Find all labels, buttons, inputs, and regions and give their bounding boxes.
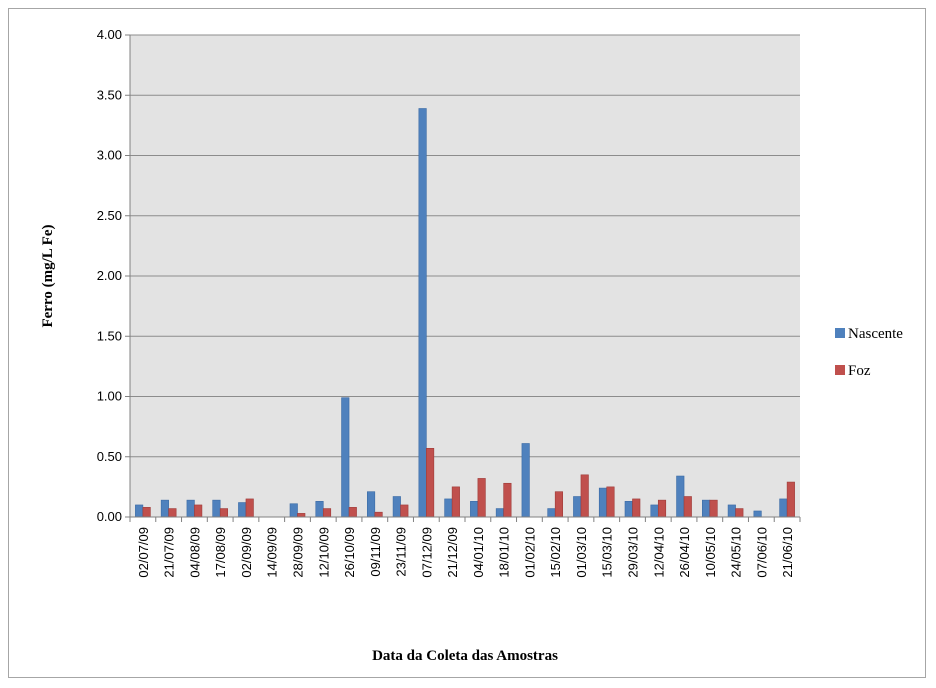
bar-nascente-10 <box>392 496 401 518</box>
y-tick-labels: 0.00 0.50 1.00 1.50 2.00 2.50 3.00 3.50 4.00 <box>97 27 122 524</box>
bar-foz-14 <box>503 482 512 518</box>
bar-nascente-7 <box>315 501 324 518</box>
bar-nascente-8 <box>341 397 350 518</box>
bar-foz-12 <box>451 486 460 518</box>
bar-foz-21 <box>683 496 692 518</box>
bar-foz-16 <box>554 491 563 518</box>
y-tick-label: 2.00 <box>97 268 122 283</box>
bar-foz-4 <box>245 498 254 518</box>
x-tick-label: 14/09/09 <box>265 527 280 578</box>
y-tick-label: 0.00 <box>97 509 122 524</box>
x-tick-label: 26/10/09 <box>342 527 357 578</box>
x-tick-label: 10/05/10 <box>703 527 718 578</box>
bar-foz-17 <box>580 474 589 518</box>
bar-foz-18 <box>606 486 615 518</box>
bar-nascente-13 <box>470 501 479 518</box>
y-axis-title: Ferro (mg/L Fe) <box>40 224 56 327</box>
bar-nascente-1 <box>160 499 169 518</box>
x-tick-label: 21/07/09 <box>162 527 177 578</box>
bar-nascente-12 <box>444 498 453 518</box>
bar-foz-19 <box>632 498 641 518</box>
x-tick-labels: 02/07/09 21/07/09 04/08/09 17/08/09 02/09/09… <box>136 527 795 578</box>
bar-nascente-22 <box>702 499 711 518</box>
bar-nascente-21 <box>676 475 685 518</box>
bar-foz-1 <box>168 508 177 518</box>
x-tick-label: 23/11/09 <box>394 527 409 577</box>
bar-nascente-23 <box>727 504 736 518</box>
bar-foz-13 <box>477 478 486 518</box>
gridlines <box>130 34 800 458</box>
x-tick-label: 29/03/10 <box>626 527 641 578</box>
x-tick-label: 07/06/10 <box>754 527 769 578</box>
y-tick-label: 1.50 <box>97 328 122 343</box>
x-tick-label: 15/03/10 <box>600 527 615 578</box>
x-tick-label: 28/09/09 <box>291 527 306 578</box>
x-tick-label: 09/11/09 <box>368 527 383 577</box>
bar-foz-2 <box>194 504 203 518</box>
bar-nascente-25 <box>779 498 788 518</box>
legend: Nascente Foz <box>835 326 903 379</box>
x-tick-label: 15/02/10 <box>548 527 563 578</box>
bar-nascente-4 <box>238 502 247 518</box>
y-tick-label: 3.00 <box>97 148 122 163</box>
x-tick-label: 07/12/09 <box>419 527 434 578</box>
bar-foz-10 <box>400 504 409 518</box>
x-tick-label: 18/01/10 <box>497 527 512 578</box>
bar-foz-6 <box>297 513 306 518</box>
x-tick-label: 24/05/10 <box>729 527 744 578</box>
bar-foz-8 <box>348 507 357 518</box>
x-tick-label: 12/10/09 <box>316 527 331 578</box>
bar-foz-7 <box>322 508 332 518</box>
bar-nascente-16 <box>547 508 556 518</box>
bar-nascente-14 <box>495 508 504 518</box>
axes <box>125 34 801 522</box>
y-tick-label: 1.00 <box>97 389 122 404</box>
bar-nascente-17 <box>573 496 582 518</box>
bar-foz-23 <box>735 508 744 518</box>
x-tick-label: 04/01/10 <box>471 527 486 578</box>
legend-label-nascente: Nascente <box>848 326 903 342</box>
x-tick-label: 21/12/09 <box>445 527 460 578</box>
y-tick-label: 4.00 <box>97 27 122 42</box>
bar-foz-3 <box>219 508 228 518</box>
bar-foz-25 <box>786 481 795 518</box>
x-axis-title: Data da Coleta das Amostras <box>372 648 558 664</box>
y-tick-label: 3.50 <box>97 87 122 102</box>
legend-swatch-foz <box>835 365 845 375</box>
bars <box>135 108 795 518</box>
bar-foz-20 <box>657 499 667 518</box>
x-tick-label: 04/08/09 <box>187 527 202 578</box>
bar-foz-22 <box>709 499 718 518</box>
bar-nascente-9 <box>367 491 376 518</box>
legend-swatch-nascente <box>835 328 845 338</box>
x-tick-label: 26/04/10 <box>677 527 692 578</box>
bar-foz-11 <box>426 448 435 518</box>
bar-foz-9 <box>374 511 383 518</box>
bar-foz-0 <box>142 507 151 518</box>
x-tick-label: 01/03/10 <box>574 527 589 578</box>
x-tick-label: 21/06/10 <box>780 527 795 578</box>
bar-nascente-0 <box>135 504 144 518</box>
x-tick-label: 02/07/09 <box>136 527 151 578</box>
y-tick-label: 0.50 <box>97 449 122 464</box>
x-tick-label: 01/02/10 <box>522 527 537 578</box>
legend-label-foz: Foz <box>848 363 871 379</box>
bar-nascente-6 <box>289 503 298 518</box>
bar-nascente-15 <box>521 443 530 518</box>
bar-nascente-3 <box>212 499 221 518</box>
y-tick-label: 2.50 <box>97 208 122 223</box>
bar-nascente-18 <box>598 487 608 518</box>
x-tick-label: 17/08/09 <box>213 527 228 578</box>
x-tick-label: 12/04/10 <box>651 527 666 578</box>
bar-nascente-11 <box>418 108 427 518</box>
bar-nascente-19 <box>624 501 633 518</box>
bar-nascente-24 <box>753 510 762 518</box>
bar-nascente-2 <box>186 499 195 518</box>
x-tick-label: 02/09/09 <box>239 527 254 578</box>
bar-nascente-20 <box>650 504 659 518</box>
